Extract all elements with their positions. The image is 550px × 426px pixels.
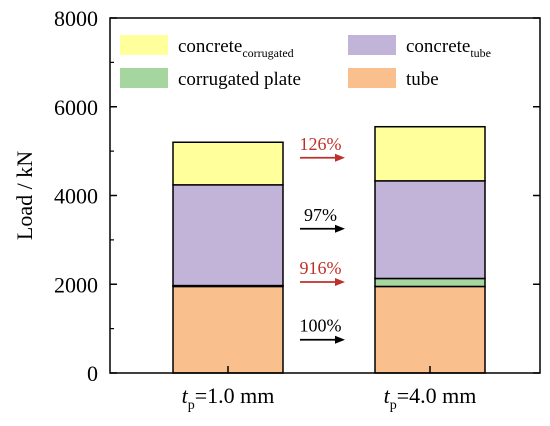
annotations-layer: 126% 97% 916% 100% (300, 134, 345, 344)
ratio-arrow-head (335, 335, 345, 344)
x-tick-label: tp=1.0 mm (182, 383, 275, 413)
legend-swatch (120, 68, 168, 88)
ratio-annotation: 916% (300, 258, 342, 278)
y-tick-label: 6000 (54, 95, 98, 120)
legend: concretecorrugated concretetube corrugated… (120, 35, 491, 90)
legend-swatch (348, 35, 396, 55)
bars-layer (172, 125, 486, 374)
ratio-arrow-head (335, 278, 345, 287)
legend-label: tube (406, 69, 439, 90)
ratio-arrow-head (335, 224, 345, 233)
legend-label: corrugated plate (178, 69, 301, 90)
y-axis: 0 2000 4000 6000 8000 (54, 6, 540, 386)
legend-swatch (348, 68, 396, 88)
bar-segment-corrugated-plate-2 (374, 277, 486, 288)
y-tick-label: 4000 (54, 184, 98, 209)
y-axis-label: Load / kN (12, 151, 37, 240)
legend-swatch (120, 35, 168, 55)
ratio-annotation: 97% (304, 205, 337, 225)
bar-segment-concrete-corrugated-1 (172, 141, 284, 186)
bar-segment-tube-1 (172, 285, 284, 374)
ratio-annotation: 126% (300, 134, 342, 154)
x-axis: tp=1.0 mm tp=4.0 mm (182, 366, 477, 413)
bar-segment-concrete-tube-1 (172, 184, 284, 287)
y-tick-label: 8000 (54, 6, 98, 31)
ratio-annotation: 100% (300, 316, 342, 336)
x-tick-label: tp=4.0 mm (384, 383, 477, 413)
y-tick-label: 0 (87, 361, 98, 386)
legend-label: concretecorrugated (178, 36, 294, 60)
bar-segment-concrete-corrugated-2 (374, 125, 486, 182)
legend-label: concretetube (406, 36, 491, 60)
bar-segment-tube-2 (374, 285, 486, 374)
ratio-arrow-head (335, 153, 345, 162)
y-tick-label: 2000 (54, 272, 98, 297)
bar-segment-concrete-tube-2 (374, 180, 486, 280)
